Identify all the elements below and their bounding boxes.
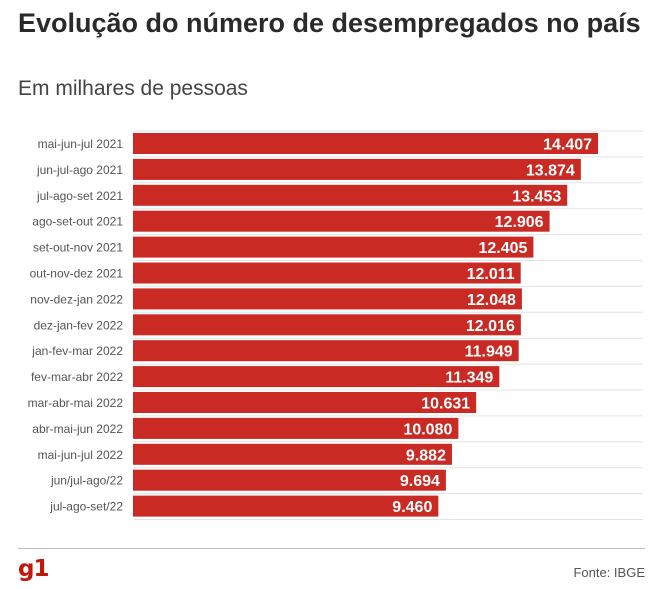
source-note: Fonte: IBGE xyxy=(573,565,645,580)
data-label: 9.460 xyxy=(392,499,432,516)
bar-chart: mai-jun-jul 2021 14.407 jun-jul-ago 2021 13… xyxy=(28,130,643,520)
category-label: fev-mar-abr 2022 xyxy=(31,370,123,384)
category-label: abr-mai-jun 2022 xyxy=(32,422,123,436)
bar xyxy=(133,262,521,284)
category-label: set-out-nov 2021 xyxy=(33,241,123,255)
bar xyxy=(133,443,452,465)
category-label: jan-fev-mar 2022 xyxy=(31,344,123,358)
category-label: mai-jun-jul 2021 xyxy=(38,137,124,151)
data-label: 14.407 xyxy=(543,137,592,154)
category-label: jun-jul-ago 2021 xyxy=(36,163,123,177)
bar xyxy=(133,366,500,388)
data-label: 12.048 xyxy=(467,292,516,309)
bar xyxy=(133,158,581,180)
category-label: mai-jun-jul 2022 xyxy=(38,448,124,462)
category-label: dez-jan-fev 2022 xyxy=(34,318,124,332)
data-label: 13.874 xyxy=(526,162,575,179)
data-label: 9.882 xyxy=(406,447,446,464)
data-label: 11.949 xyxy=(465,344,513,361)
category-label: jun/jul-ago/22 xyxy=(50,474,123,488)
bar xyxy=(133,417,459,439)
bar xyxy=(133,288,522,310)
bar xyxy=(133,184,568,206)
bar xyxy=(133,236,534,258)
data-label: 12.906 xyxy=(495,214,544,231)
data-label: 12.011 xyxy=(467,266,515,283)
data-label: 12.405 xyxy=(478,240,527,257)
category-label: nov-dez-jan 2022 xyxy=(30,292,123,306)
bar xyxy=(133,469,446,491)
data-label: 9.694 xyxy=(400,473,440,490)
data-label: 10.631 xyxy=(421,396,470,413)
data-label: 13.453 xyxy=(512,188,561,205)
category-label: ago-set-out 2021 xyxy=(32,215,123,229)
bar xyxy=(133,392,477,413)
bar xyxy=(133,133,599,154)
category-label: mar-abr-mai 2022 xyxy=(28,396,124,410)
bar xyxy=(133,314,521,336)
bar xyxy=(133,340,519,362)
data-label: 12.016 xyxy=(466,318,515,335)
data-label: 10.080 xyxy=(403,421,452,438)
category-label: out-nov-dez 2021 xyxy=(30,267,124,281)
data-label: 11.349 xyxy=(445,370,493,387)
bar xyxy=(133,495,439,517)
category-label: jul-ago-set/22 xyxy=(49,500,123,514)
bar xyxy=(133,210,550,232)
category-label: jul-ago-set 2021 xyxy=(36,189,123,203)
chart-title: Evolução do número de desempregados no p… xyxy=(18,8,641,38)
footer-divider xyxy=(18,548,645,549)
g1-logo: g1 xyxy=(18,556,49,582)
chart-subtitle: Em milhares de pessoas xyxy=(18,77,248,100)
